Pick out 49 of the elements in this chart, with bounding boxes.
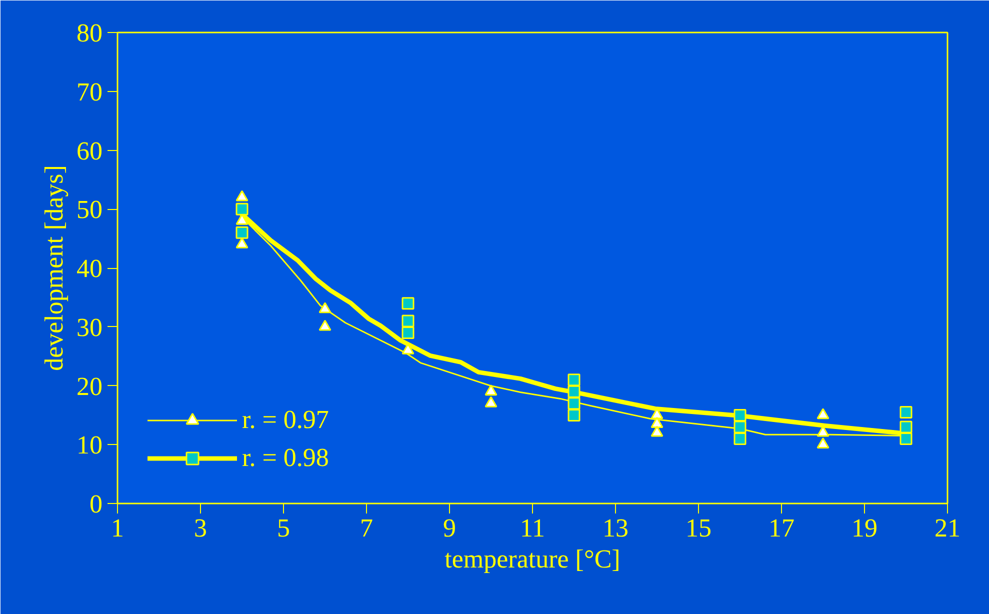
point — [568, 397, 580, 410]
x-axis-title: temperature [°C] — [444, 544, 620, 574]
y-tick-label: 40 — [76, 254, 102, 283]
point — [236, 190, 248, 202]
y-tick-label: 70 — [76, 77, 102, 106]
point — [816, 408, 830, 420]
point — [816, 438, 830, 449]
y-tick-label: 80 — [76, 18, 102, 48]
point — [484, 396, 498, 408]
y-tick-label: 20 — [76, 372, 102, 401]
point — [650, 426, 664, 437]
y-tick-label: 60 — [76, 136, 102, 166]
point — [402, 326, 414, 340]
point — [236, 237, 248, 248]
point — [568, 385, 580, 398]
y-tick-label: 0 — [90, 490, 102, 518]
point — [900, 432, 912, 445]
point — [318, 320, 332, 331]
x-tick-label: 3 — [194, 514, 207, 542]
point — [900, 420, 912, 434]
point — [734, 420, 746, 434]
x-tick-label: 11 — [520, 514, 546, 542]
y-axis-title: development [days] — [40, 165, 68, 371]
point — [402, 297, 414, 310]
point — [402, 314, 414, 328]
point — [568, 408, 580, 422]
x-tick-label: 7 — [360, 514, 373, 542]
point — [568, 374, 580, 386]
y-tick-label: 50 — [76, 195, 102, 224]
point — [900, 406, 912, 418]
x-tick-label: 5 — [277, 514, 290, 542]
x-tick-label: 1 — [111, 514, 124, 542]
x-tick-label: 9 — [443, 514, 456, 542]
legend-label: r. = 0.97 — [242, 405, 329, 435]
y-tick-label: 10 — [76, 430, 102, 460]
x-tick-label: 17 — [768, 514, 794, 542]
point — [734, 432, 746, 445]
x-tick-label: 13 — [602, 514, 628, 542]
point — [484, 384, 498, 396]
x-tick-label: 21 — [934, 514, 960, 542]
point — [650, 416, 664, 428]
x-tick-label: 19 — [852, 514, 878, 542]
x-tick-label: 15 — [686, 514, 712, 542]
point — [734, 408, 746, 422]
point — [236, 226, 248, 239]
point — [236, 202, 248, 216]
y-tick-label: 30 — [76, 312, 102, 342]
point — [318, 302, 332, 314]
legend-label: r. = 0.98 — [242, 443, 329, 473]
